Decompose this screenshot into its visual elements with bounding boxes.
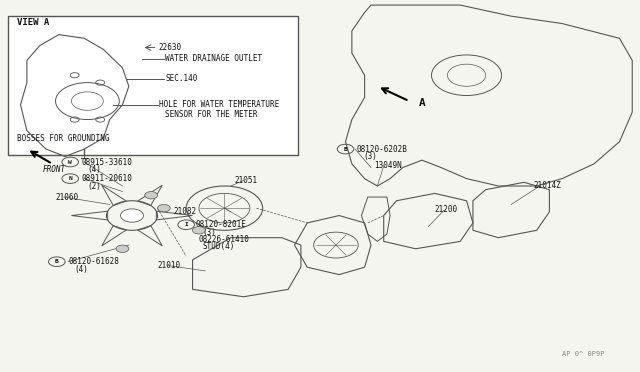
FancyBboxPatch shape xyxy=(8,16,298,155)
Text: 08911-20610: 08911-20610 xyxy=(81,174,132,183)
Circle shape xyxy=(120,209,143,222)
Circle shape xyxy=(193,227,205,234)
Text: B: B xyxy=(55,259,59,264)
Text: 08120-6202B: 08120-6202B xyxy=(357,145,408,154)
Text: W: W xyxy=(68,160,72,164)
Text: STUD(4): STUD(4) xyxy=(202,243,234,251)
Text: 22630: 22630 xyxy=(159,43,182,52)
Text: (3): (3) xyxy=(202,228,216,237)
Text: WATER DRAINAGE OUTLET: WATER DRAINAGE OUTLET xyxy=(165,54,262,63)
Circle shape xyxy=(145,192,157,199)
Text: SENSOR FOR THE METER: SENSOR FOR THE METER xyxy=(165,109,258,119)
Text: N: N xyxy=(68,176,72,181)
Text: 21082: 21082 xyxy=(173,207,196,217)
Text: AP 0^ 0P9P: AP 0^ 0P9P xyxy=(562,351,605,357)
Text: (4): (4) xyxy=(88,165,101,174)
Text: SEC.140: SEC.140 xyxy=(165,74,198,83)
Text: A: A xyxy=(419,98,426,108)
Text: 08120-8201E: 08120-8201E xyxy=(196,220,246,229)
Text: (4): (4) xyxy=(75,264,88,273)
Text: B: B xyxy=(344,147,348,151)
Text: (2): (2) xyxy=(88,182,101,190)
Text: 08226-61410: 08226-61410 xyxy=(199,235,250,244)
Circle shape xyxy=(116,245,129,253)
Text: 21060: 21060 xyxy=(56,193,79,202)
Text: 21051: 21051 xyxy=(234,176,257,185)
Circle shape xyxy=(157,205,170,212)
Text: VIEW A: VIEW A xyxy=(17,18,49,27)
Text: 21010: 21010 xyxy=(157,261,180,270)
Text: (3): (3) xyxy=(364,152,377,161)
Text: 08120-61628: 08120-61628 xyxy=(68,257,119,266)
Text: 08915-33610: 08915-33610 xyxy=(81,157,132,167)
Text: 21200: 21200 xyxy=(435,205,458,215)
Text: HOLE FOR WATER TEMPERATURE: HOLE FOR WATER TEMPERATURE xyxy=(159,100,279,109)
Text: BOSSES FOR GROUNDING: BOSSES FOR GROUNDING xyxy=(17,134,110,142)
Text: 21014Z: 21014Z xyxy=(534,182,561,190)
Text: I: I xyxy=(184,222,188,227)
Text: 13049N: 13049N xyxy=(374,161,402,170)
Text: FRONT: FRONT xyxy=(43,165,66,174)
